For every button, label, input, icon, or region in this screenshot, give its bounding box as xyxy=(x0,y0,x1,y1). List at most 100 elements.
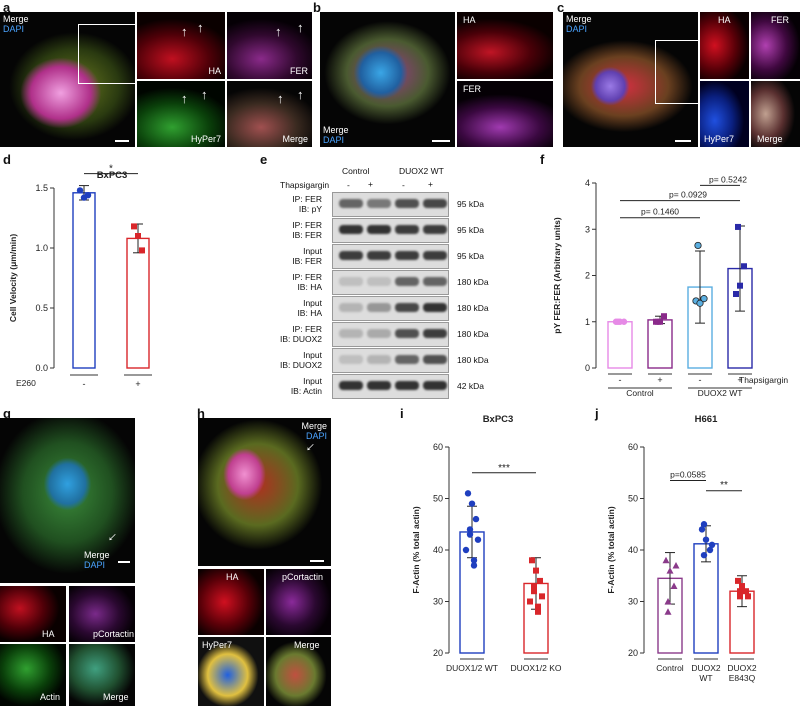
bar xyxy=(607,321,633,369)
significance-label: *** xyxy=(498,463,510,474)
blot-band xyxy=(423,199,447,208)
blot-kda-label: 180 kDa xyxy=(457,277,489,287)
blot-band xyxy=(339,199,363,208)
micrograph-h-merge-zoom: Merge xyxy=(266,637,331,706)
blot-band xyxy=(367,303,391,312)
blot-band xyxy=(339,381,363,390)
data-point xyxy=(698,526,706,533)
x-tick-label: + xyxy=(135,379,140,389)
blot-kda-label: 95 kDa xyxy=(457,199,484,209)
zoom-box xyxy=(655,40,698,104)
dapi-label: DAPI xyxy=(305,431,327,441)
data-point xyxy=(131,223,137,230)
merge-label: Merge xyxy=(757,134,783,144)
data-point xyxy=(533,567,539,574)
blot-row-label-line2: IB: pY xyxy=(298,204,322,214)
comparison-label: ** xyxy=(720,480,728,491)
data-point xyxy=(139,247,145,254)
arrow-icon: ↑ xyxy=(103,529,120,547)
merge-label: Merge xyxy=(301,421,327,431)
y-tick-label: 1.5 xyxy=(35,183,48,193)
chart-title: H661 xyxy=(695,414,718,425)
blot-band xyxy=(367,199,391,208)
fer-label: FER xyxy=(463,84,481,94)
y-tick-label: 60 xyxy=(433,442,443,452)
blot-row-label: Input IB: Actin xyxy=(262,376,322,396)
data-point xyxy=(466,531,474,538)
blot-kda-label: 95 kDa xyxy=(457,251,484,261)
significance-label: * xyxy=(109,164,113,175)
hyper7-label: HyPer7 xyxy=(190,134,221,144)
comparison-label: p= 0.0929 xyxy=(669,190,707,200)
blot-kda-label: 42 kDa xyxy=(457,381,484,391)
micrograph-a-ha: HA ↑ ↑ xyxy=(137,12,225,79)
blot-band xyxy=(367,225,391,234)
blot-band xyxy=(339,277,363,286)
data-point xyxy=(700,521,708,528)
data-point xyxy=(620,318,628,325)
scale-bar xyxy=(115,140,129,142)
micrograph-h-hyper7: HyPer7 xyxy=(198,637,264,706)
group-label: Control xyxy=(626,388,654,398)
blot-row-label: IP: FER IB: FER xyxy=(262,220,322,240)
y-axis-label: pY FER:FER (Arbitrary units) xyxy=(552,217,562,334)
x-factor-label: E260 xyxy=(16,378,36,388)
micrograph-h-ha: HA xyxy=(198,569,264,635)
blot-band xyxy=(423,277,447,286)
ha-label: HA xyxy=(42,629,55,639)
dapi-label: DAPI xyxy=(3,24,25,34)
panel-label-a: a xyxy=(3,0,11,15)
micrograph-a-fer: FER ↑ ↑ xyxy=(227,12,312,79)
blot-kda-label: 95 kDa xyxy=(457,225,484,235)
micrograph-g-actin: Actin xyxy=(0,644,66,706)
blot-band xyxy=(423,355,447,364)
x-tick-label: DUOX1/2 KO xyxy=(510,663,561,673)
data-point xyxy=(537,577,543,584)
y-tick-label: 3 xyxy=(585,224,590,234)
micrograph-c-merge: Merge DAPI xyxy=(563,12,698,147)
blot-row-label-line1: IP: FER xyxy=(292,194,322,204)
col-header-control: Control xyxy=(342,166,370,176)
scale-bar xyxy=(118,561,130,563)
data-point xyxy=(539,593,545,600)
chart-title: BxPC3 xyxy=(483,414,514,425)
data-point xyxy=(662,556,670,564)
micrograph-a-merge-zoom: Merge ↑ ↑ xyxy=(227,81,312,147)
blot-row-label: Input IB: DUOX2 xyxy=(262,350,322,370)
micrograph-g-ha: HA xyxy=(0,586,66,642)
y-tick-label: 0.5 xyxy=(35,303,48,313)
data-point xyxy=(702,536,710,543)
blot-row-label-line1: Input xyxy=(303,246,322,256)
scale-bar xyxy=(675,140,691,142)
data-point xyxy=(135,233,141,239)
blot-band xyxy=(367,277,391,286)
blot-band xyxy=(423,303,447,312)
x-tick-label: + xyxy=(737,375,742,385)
data-point xyxy=(464,490,472,497)
data-point xyxy=(76,187,84,194)
data-point xyxy=(670,582,678,590)
blot-band xyxy=(339,355,363,364)
arrow-icon: ↑ xyxy=(197,20,204,35)
y-axis-label: F-Actin (% total actin) xyxy=(411,506,421,594)
x-tick-label: DUOX2 xyxy=(691,663,721,673)
data-point xyxy=(666,567,674,574)
micrograph-b-ha: HA xyxy=(457,12,553,79)
y-tick-label: 40 xyxy=(433,545,443,555)
data-point xyxy=(614,318,622,325)
sign-1: + xyxy=(368,179,373,189)
blot-band xyxy=(423,329,447,338)
x-factor-label: Thapsigargin xyxy=(739,375,788,385)
data-point xyxy=(470,557,478,564)
blot-band xyxy=(395,199,419,208)
blot-band xyxy=(339,303,363,312)
blot-band xyxy=(423,381,447,390)
blot-band xyxy=(367,329,391,338)
ha-label: HA xyxy=(226,572,239,582)
blot-row-label-line2: IB: Actin xyxy=(290,386,322,396)
panel-label-h: h xyxy=(197,406,205,421)
data-point xyxy=(84,192,92,199)
comparison-label: p=0.0585 xyxy=(670,469,706,479)
arrow-icon: ↑ xyxy=(275,24,282,39)
merge-label: Merge xyxy=(103,692,129,702)
